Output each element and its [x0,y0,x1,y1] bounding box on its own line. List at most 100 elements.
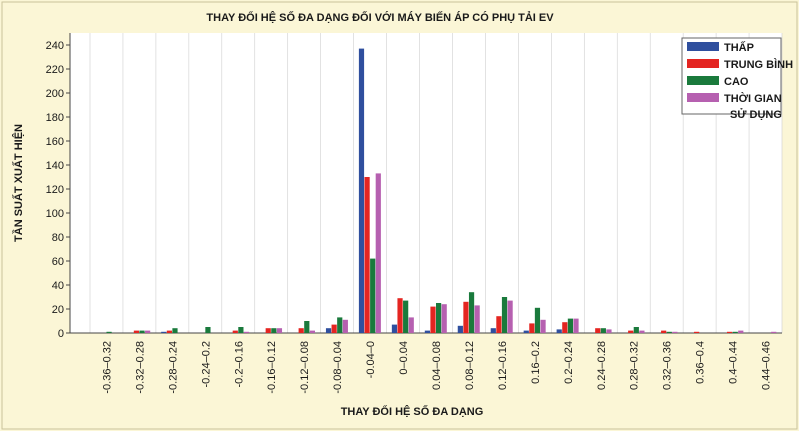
legend-label-2: CAO [724,76,749,88]
bar-12-2 [501,297,508,333]
y-tick-label: 200 [46,88,64,100]
bar-0-2 [106,331,112,333]
bar-12-3 [507,300,513,333]
y-tick-label: 80 [52,232,64,244]
bar-19-1 [726,331,733,333]
bar-5-2 [271,328,277,333]
bar-11-0 [457,325,463,333]
bar-6-3 [309,330,315,333]
bar-13-1 [529,323,535,333]
bar-11-3 [474,305,480,333]
y-tick-label: 100 [46,208,64,220]
bar-1-1 [133,330,140,333]
legend-label-3: SỬ DỤNG [730,108,782,121]
x-tick-label: 0.24–0.28 [596,341,608,390]
bar-2-0 [161,331,167,333]
bar-14-3 [573,318,579,333]
bar-13-0 [523,330,529,333]
bar-20-3 [771,331,777,333]
y-tick-label: 240 [46,40,64,52]
bar-2-1 [166,330,172,333]
bar-6-1 [298,328,304,333]
bar-10-0 [424,330,430,333]
bar-7-0 [325,328,332,333]
bar-12-1 [496,316,502,333]
bar-7-2 [337,317,343,333]
x-tick-label: 0.44–0.46 [761,341,773,390]
bar-10-1 [430,306,436,333]
bar-19-3 [738,330,744,333]
bar-9-2 [403,300,409,333]
y-axis-label: TẦN SUẤT XUẤT HIỆN [12,124,25,242]
bar-14-2 [567,318,574,333]
bar-1-2 [139,330,145,333]
bar-17-2 [666,331,672,333]
x-tick-label: 0.08–0.12 [464,341,476,390]
bar-15-1 [595,328,601,333]
bar-8-2 [370,258,376,333]
bar-7-3 [342,319,348,333]
x-tick-label: 0.28–0.32 [629,341,641,390]
x-tick-label: -0.04–0 [365,341,377,378]
bar-2-2 [172,328,178,333]
y-tick-label: 60 [52,256,64,268]
bar-15-2 [600,328,606,333]
legend-swatch-0 [687,42,719,51]
y-tick-label: 220 [46,64,64,76]
bar-14-0 [556,329,562,333]
x-tick-label: 0.36–0.4 [695,341,707,384]
legend-swatch-3 [687,93,719,102]
x-tick-label: 0.32–0.36 [662,341,674,390]
bar-4-2 [238,327,244,333]
bar-6-2 [304,321,310,333]
legend-swatch-1 [687,59,719,68]
bar-19-2 [732,331,738,333]
y-tick-label: 140 [46,160,64,172]
bar-7-1 [331,324,337,333]
bar-18-1 [694,331,700,333]
bar-16-1 [628,330,634,333]
x-tick-label: -0.08–0.04 [332,341,344,394]
bar-11-1 [463,301,469,333]
bar-1-3 [145,330,151,333]
bar-14-1 [562,322,568,333]
x-tick-label: -0.2–0.16 [233,341,245,387]
bar-12-0 [490,328,496,333]
y-tick-label: 0 [58,328,64,340]
bar-8-0 [358,48,365,333]
bar-16-3 [639,330,645,333]
legend-label-3: THỜI GIAN [724,92,782,105]
x-tick-label: 0.12–0.16 [497,341,509,390]
x-tick-label: 0–0.04 [398,341,410,375]
y-tick-label: 20 [52,304,64,316]
y-tick-label: 40 [52,280,64,292]
legend-swatch-2 [687,76,719,85]
bar-3-2 [205,327,211,333]
x-tick-label: -0.28–0.24 [167,341,179,394]
legend-label-0: THẤP [724,41,754,54]
bar-16-2 [633,327,639,333]
bar-9-0 [391,324,398,333]
y-tick-label: 120 [46,184,64,196]
bar-9-3 [408,317,414,333]
x-tick-label: 0.2–0.24 [563,341,575,384]
bar-17-3 [672,331,678,333]
y-tick-label: 180 [46,112,64,124]
bar-13-3 [540,319,546,333]
x-tick-label: 0.04–0.08 [431,341,443,390]
bar-13-2 [534,307,541,333]
x-tick-label: -0.24–0.2 [200,341,212,387]
bar-17-1 [661,330,667,333]
bar-15-3 [606,329,612,333]
x-axis-label: THAY ĐỔI HỆ SỐ ĐA DẠNG [341,404,484,418]
bar-9-1 [397,298,403,333]
x-tick-label: -0.12–0.08 [299,341,311,394]
x-tick-label: -0.32–0.28 [134,341,146,394]
legend-label-1: TRUNG BÌNH [724,58,793,71]
bar-5-1 [265,328,271,333]
bar-8-3 [375,173,381,333]
bar-5-3 [276,328,283,333]
